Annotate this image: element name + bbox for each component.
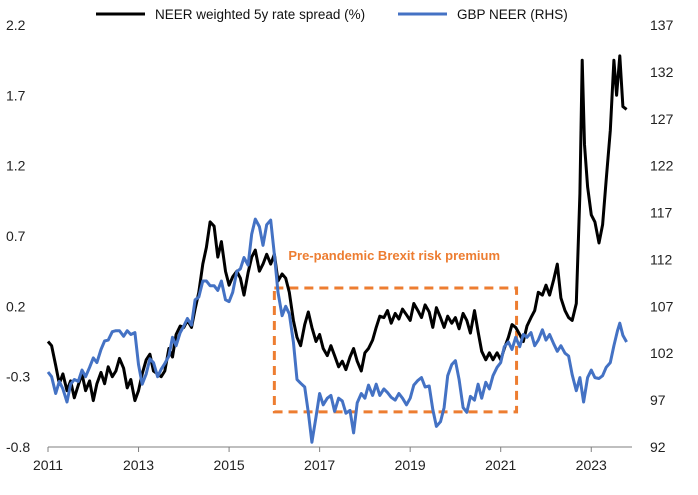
x-tick-label: 2013 xyxy=(123,457,154,473)
series-line-gbp-neer xyxy=(46,217,628,444)
right-tick-label: 92 xyxy=(650,439,666,455)
x-tick-label: 2011 xyxy=(33,457,63,473)
right-tick-label: 117 xyxy=(650,205,673,221)
left-tick-label: -0.8 xyxy=(6,439,30,455)
right-tick-label: 97 xyxy=(650,392,666,408)
right-axis-ticks: 137 132 127 122 117 112 107 102 97 92 xyxy=(650,17,674,455)
x-tick-label: 2017 xyxy=(304,457,335,473)
left-tick-label: 2.2 xyxy=(6,17,26,33)
x-tick-label: 2021 xyxy=(485,457,516,473)
x-tick-label: 2019 xyxy=(395,457,426,473)
legend-label-neer-spread: NEER weighted 5y rate spread (%) xyxy=(155,7,365,22)
right-tick-label: 107 xyxy=(650,298,674,314)
left-tick-label: -0.3 xyxy=(6,369,30,385)
annotation-label: Pre-pandemic Brexit risk premium xyxy=(288,248,500,263)
annotation-box xyxy=(272,286,519,414)
x-tick-label: 2023 xyxy=(576,457,607,473)
right-tick-label: 127 xyxy=(650,111,674,127)
right-tick-label: 112 xyxy=(650,251,673,267)
left-tick-label: 0.2 xyxy=(6,298,26,314)
x-axis-ticks: 2011 2013 2015 2017 2019 2021 2023 xyxy=(33,446,632,473)
annotation-layer: Pre-pandemic Brexit risk premium xyxy=(272,248,519,414)
right-tick-label: 132 xyxy=(650,64,674,80)
legend: NEER weighted 5y rate spread (%) GBP NEE… xyxy=(96,7,568,22)
right-tick-label: 122 xyxy=(650,158,674,174)
right-tick-label: 137 xyxy=(650,17,674,33)
left-tick-label: 1.2 xyxy=(6,158,26,174)
legend-label-gbp-neer: GBP NEER (RHS) xyxy=(457,7,568,22)
series-line-neer-spread xyxy=(46,54,628,403)
left-tick-label: 1.7 xyxy=(6,87,26,103)
x-tick-label: 2015 xyxy=(214,457,245,473)
left-axis-ticks: 2.2 1.7 1.2 0.7 0.2 -0.3 -0.8 xyxy=(6,17,30,455)
series-layer xyxy=(46,54,628,444)
left-tick-label: 0.7 xyxy=(6,228,26,244)
right-tick-label: 102 xyxy=(650,345,674,361)
